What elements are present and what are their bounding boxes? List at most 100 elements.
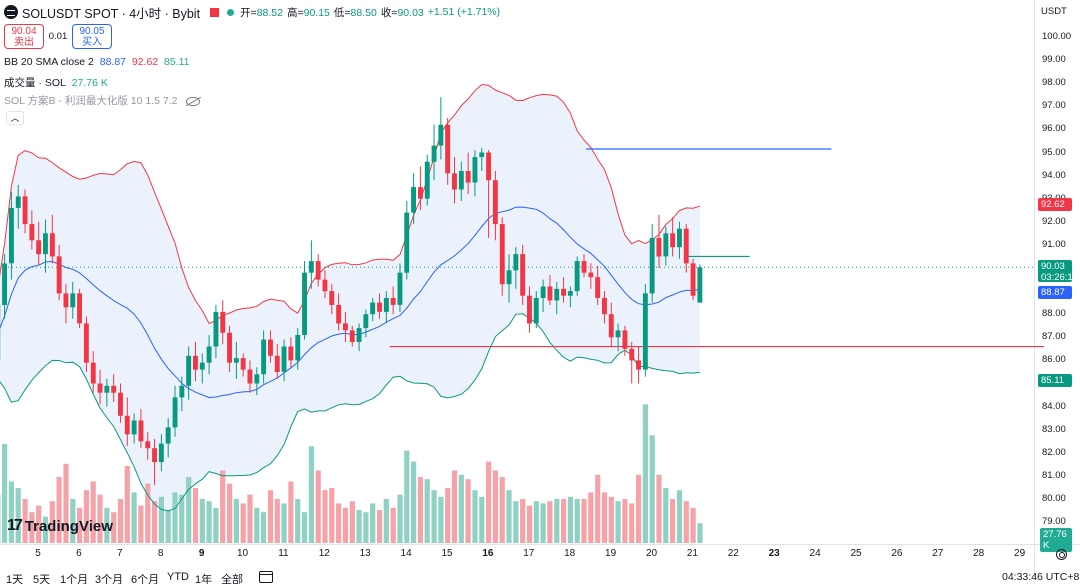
candle-body [261,339,267,375]
bb-lower-price-label: 85.11 [1038,374,1072,387]
candle-body [670,233,676,248]
price-tick: 81.00 [1042,469,1066,481]
volume-bar [158,496,164,543]
candle-body [186,355,192,386]
price-tick: 94.00 [1042,169,1066,181]
volume-bar [29,512,35,543]
high-label: 高= [286,6,304,19]
calendar-icon[interactable] [259,571,273,583]
volume-bar [526,505,533,543]
candle-body [233,358,239,363]
volume-bar [2,444,8,543]
clock-timezone[interactable]: 04:33:46 UTC+8 [1002,571,1080,583]
time-tick: 5 [35,548,41,559]
candle-body [124,415,130,435]
candle-body [608,314,614,338]
volume-bar [513,501,519,543]
volume-bar [63,463,69,543]
candle-body [199,362,205,370]
candle-body [567,291,573,296]
settings-gear-icon[interactable] [1056,549,1067,560]
candle-body [165,427,171,444]
price-tick: 95.00 [1042,146,1066,158]
symbol-title[interactable]: SOLUSDT SPOT · 4小时 · Bybit [22,6,201,21]
candle-body [172,397,178,428]
range-button[interactable]: 5天 [33,574,51,584]
symbol-legend: SOLUSDT SPOT · 4小时 · Bybit 开=88.52 高=90.… [4,2,504,22]
collapse-legend-button[interactable]: ︿ [6,111,24,125]
volume-bar [581,499,587,543]
range-button[interactable]: 1年 [195,574,213,584]
volume-bar [663,488,669,543]
close-label: 收= [380,6,398,19]
candle-body [193,355,198,370]
range-button[interactable]: 1天 [6,574,24,584]
candle-body [404,212,410,273]
volume-bar [622,499,628,543]
volume-bar [36,505,42,543]
time-tick: 20 [645,548,658,559]
range-button[interactable]: 6个月 [131,574,160,584]
candle-body [642,293,648,370]
volume-bar [247,494,253,543]
price-tick: 88.00 [1042,308,1066,320]
volume-price-label: 27.76 K [1040,528,1072,552]
tradingview-logo[interactable]: 17 TradingView [7,517,113,535]
volume-bar [636,474,642,543]
candle-body [479,152,485,158]
range-button[interactable]: 全部 [221,574,243,584]
candle-body [97,383,103,393]
time-tick: 27 [932,548,944,559]
candle-body [397,272,403,305]
volume-bar [220,470,226,543]
price-tick: 79.00 [1042,516,1066,528]
volume-bar [397,494,403,543]
candle-body [649,238,655,294]
volume-name: 成交量 · SOL [4,77,66,89]
volume-bar [608,496,614,543]
candle-body [83,323,89,363]
ohlc-close: 收=90.03 [381,5,424,20]
volume-bar [281,503,287,543]
trade-buttons: 90.04 卖出 0.01 90.05 买入 [4,24,112,49]
candle-body [302,272,307,335]
candle-body [240,358,246,370]
range-button[interactable]: 3个月 [95,574,124,584]
flag-icon[interactable] [210,7,220,17]
candle-body [390,298,396,305]
range-button[interactable]: YTD [167,571,189,583]
candle-body [472,157,478,183]
buy-button[interactable]: 90.05 买入 [72,24,112,49]
time-tick: 21 [686,548,698,559]
volume-bar [301,512,308,543]
candle-body [22,196,28,225]
candle-body [36,240,42,255]
time-tick: 8 [157,548,164,559]
strategy-legend[interactable]: SOL 方案B - 利润最大化版 10 1.5 7.2 [4,93,201,108]
open-value: 88.52 [256,6,283,19]
sell-button[interactable]: 90.04 卖出 [4,24,44,49]
price-tick: 87.00 [1042,331,1066,343]
candle-body [227,332,232,363]
market-status-dot-icon [227,8,235,16]
volume-bar [179,494,185,543]
candle-body [90,362,96,384]
hidden-eye-icon[interactable] [186,96,201,106]
currency-label[interactable]: USDT [1041,6,1067,17]
time-tick: 26 [891,548,903,559]
candle-body [158,443,164,463]
candle-body [49,233,55,257]
candle-body [111,385,117,393]
volume-indicator-legend[interactable]: 成交量 · SOL 27.76 K [4,75,108,90]
candle-body [43,233,48,255]
time-tick: 12 [318,548,330,559]
price-tick: 83.00 [1042,423,1066,435]
candle-body [513,254,519,271]
candle-body [247,369,253,384]
range-button[interactable]: 1个月 [60,574,89,584]
volume-bar [49,501,55,543]
volume-bar [83,490,89,543]
bb-indicator-legend[interactable]: BB 20 SMA close 2 88.87 92.62 85.11 [4,56,189,68]
bb-upper-price-label: 92.62 [1038,198,1072,211]
